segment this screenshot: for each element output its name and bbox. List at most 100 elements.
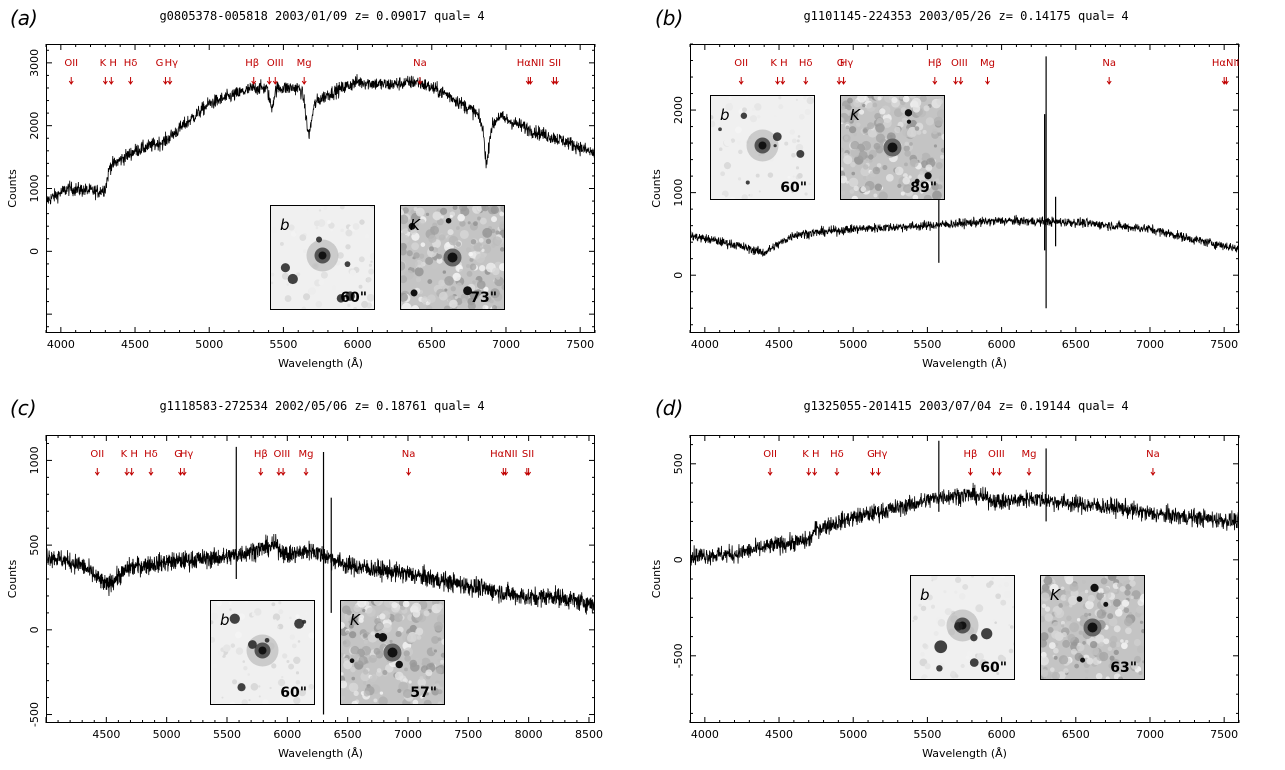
spectral-line-label: HαNII [1212, 58, 1240, 69]
inset-noise [923, 105, 930, 112]
image-inset-b: b 60" [910, 575, 1015, 680]
x-tick-label: 4500 [765, 728, 793, 741]
inset-noise [423, 610, 430, 617]
inset-noise [438, 279, 446, 287]
inset-noise [415, 277, 422, 283]
x-tick-label: 8000 [515, 728, 543, 741]
inset-noise [228, 601, 232, 605]
inset-noise [1123, 617, 1133, 627]
inset-noise [904, 150, 911, 157]
y-tick-label: 0 [28, 626, 41, 633]
inset-noise [230, 643, 236, 648]
y-tick-label: 500 [28, 535, 41, 556]
y-tick-label: -500 [672, 643, 685, 668]
inset-noise [1125, 627, 1132, 635]
inset-noise [845, 180, 849, 184]
inset-noise [288, 224, 295, 231]
inset-noise [1098, 588, 1104, 595]
inset-noise [757, 115, 761, 119]
inset-noise [1061, 632, 1067, 638]
y-tick-label: 0 [672, 272, 685, 279]
spectral-line-label: Hβ [245, 58, 259, 69]
inset-noise [858, 109, 865, 115]
inset-noise [368, 654, 377, 663]
spectral-line-arrow [958, 77, 964, 85]
inset-noise [1135, 606, 1144, 614]
x-tick-label: 6500 [1062, 728, 1090, 741]
inset-noise [1093, 649, 1099, 655]
inset-noise [909, 158, 919, 168]
spectral-line-label: OIII [988, 449, 1005, 460]
x-tick-label: 4500 [92, 728, 120, 741]
inset-noise [922, 129, 927, 135]
field-star [773, 144, 777, 148]
inset-noise [1049, 667, 1055, 673]
inset-noise [373, 698, 378, 703]
inset-noise [483, 286, 489, 292]
inset-noise [912, 619, 915, 622]
inset-noise [954, 674, 959, 678]
spectral-line-arrow [738, 77, 744, 85]
inset-noise [1099, 641, 1104, 647]
inset-noise [1051, 621, 1061, 631]
inset-noise [272, 613, 281, 621]
inset-noise [411, 602, 422, 613]
inset-noise [843, 155, 853, 165]
inset-band-label: b [720, 106, 730, 124]
x-tick-label: 5500 [269, 338, 297, 351]
inset-noise [449, 214, 453, 219]
inset-noise [940, 154, 945, 159]
inset-noise [431, 635, 440, 644]
inset-noise [293, 696, 301, 705]
inset-noise [349, 269, 357, 276]
inset-noise [1062, 639, 1071, 648]
inset-noise [379, 691, 384, 695]
x-tick-label: 7500 [1210, 338, 1238, 351]
inset-noise [323, 205, 328, 211]
inset-noise [960, 663, 965, 669]
inset-noise [403, 650, 410, 657]
y-axis-title: Counts [6, 169, 19, 208]
inset-noise [475, 253, 485, 264]
inset-noise [216, 600, 222, 607]
inset-noise [318, 209, 322, 212]
inset-noise [358, 284, 363, 289]
inset-noise [917, 153, 923, 159]
inset-noise [482, 227, 493, 238]
inset-noise [473, 221, 478, 227]
inset-noise [1060, 594, 1067, 601]
inset-noise [1136, 645, 1145, 654]
image-inset-k: K 57" [340, 600, 445, 705]
field-star [349, 658, 355, 663]
y-axis-title: Counts [6, 560, 19, 599]
spectral-line-arrow [68, 77, 74, 85]
inset-noise [440, 652, 445, 658]
inset-noise [409, 659, 418, 668]
x-tick-label: 5000 [839, 728, 867, 741]
inset-noise [428, 246, 434, 252]
spectral-line-arrow [991, 468, 996, 476]
spectral-line-label: Hδ [799, 58, 813, 69]
inset-noise [499, 211, 505, 217]
inset-noise [284, 295, 292, 302]
inset-noise [927, 594, 933, 601]
inset-noise [363, 690, 370, 697]
spectrum-panel: (a) g0805378-005818 2003/01/09 z= 0.09017… [6, 6, 596, 370]
inset-noise [1040, 616, 1046, 623]
inset-noise [1107, 613, 1114, 620]
inset-noise [862, 175, 868, 181]
inset-noise [950, 670, 956, 676]
inset-noise [850, 147, 861, 158]
inset-noise [751, 107, 756, 112]
inset-noise [1130, 662, 1139, 670]
inset-noise [875, 123, 885, 133]
inset-noise [254, 608, 262, 616]
inset-noise [1043, 575, 1053, 585]
inset-noise [459, 229, 469, 239]
inset-noise [1083, 612, 1089, 618]
inset-noise [444, 288, 448, 292]
field-star [408, 222, 416, 230]
inset-noise [784, 141, 789, 146]
inset-noise [438, 291, 448, 301]
inset-noise [1113, 649, 1119, 656]
